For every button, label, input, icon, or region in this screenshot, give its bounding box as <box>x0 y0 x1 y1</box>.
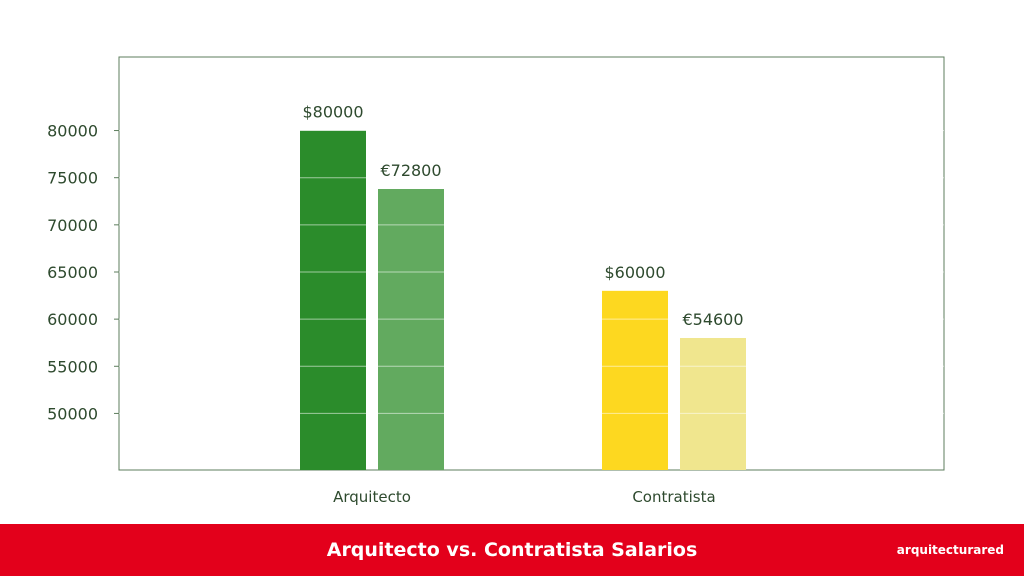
x-category-label: Contratista <box>632 488 715 506</box>
bar-value-label: $60000 <box>604 263 665 282</box>
y-tick-label: 65000 <box>47 263 98 282</box>
grid-layer <box>119 130 944 414</box>
bar-value-label: €54600 <box>682 310 743 329</box>
brand-logo-text: arquitecturared <box>896 543 1004 557</box>
bar-value-label: $80000 <box>302 103 363 122</box>
bars-layer <box>300 130 746 470</box>
y-tick-label: 80000 <box>47 122 98 141</box>
x-axis-categories: Arquitecto Contratista <box>333 488 716 506</box>
bar-chart: 50000 55000 60000 65000 70000 75000 80000 $800… <box>47 56 945 506</box>
footer-banner: Arquitecto vs. Contratista Salarios arqu… <box>0 524 1024 576</box>
y-axis-ticks: 50000 55000 60000 65000 70000 75000 80000 <box>47 122 119 423</box>
plot-frame <box>118 56 945 471</box>
bar-arquitecto-1 <box>300 130 366 470</box>
y-tick-label: 60000 <box>47 310 98 329</box>
bar-arquitecto-2 <box>378 189 444 470</box>
bar-value-labels: $80000 €72800 $60000 €54600 <box>302 103 743 329</box>
bar-contratista-1 <box>602 290 668 470</box>
bar-contratista-2 <box>680 337 746 470</box>
y-tick-label: 50000 <box>47 404 98 423</box>
y-tick-label: 55000 <box>47 357 98 376</box>
y-tick-label: 70000 <box>47 216 98 235</box>
chart-title: Arquitecto vs. Contratista Salarios <box>326 539 698 561</box>
x-category-label: Arquitecto <box>333 488 411 506</box>
y-tick-label: 75000 <box>47 169 98 188</box>
bar-value-label: €72800 <box>380 161 441 180</box>
